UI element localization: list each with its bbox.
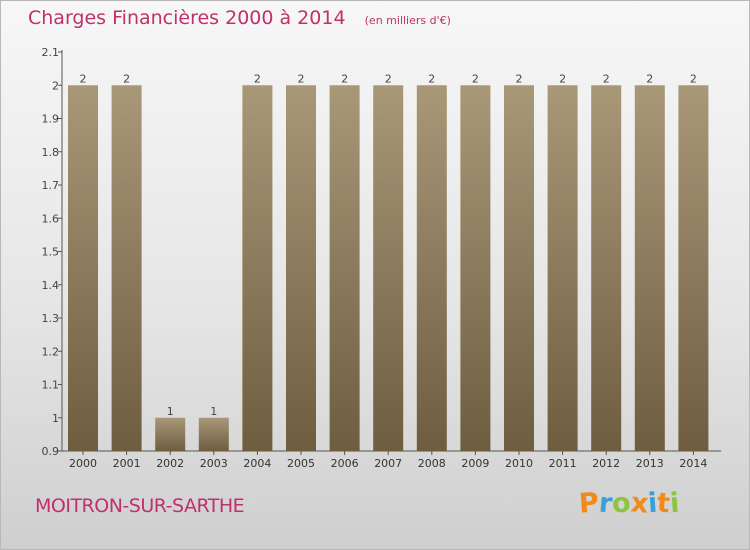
- x-tick-label: 2010: [505, 457, 533, 470]
- bar-2010: [504, 85, 534, 451]
- y-tick-label: 2.1: [42, 46, 60, 59]
- y-tick-label: 1.3: [42, 312, 60, 325]
- y-tick-label: 0.9: [42, 445, 60, 458]
- y-tick-label: 1.9: [42, 113, 60, 126]
- bar-value-label: 2: [690, 72, 697, 85]
- bar-value-label: 2: [298, 72, 305, 85]
- bar-value-label: 2: [385, 72, 392, 85]
- bar-2014: [678, 85, 709, 451]
- bar-value-label: 2: [80, 72, 87, 85]
- x-tick-label: 2007: [374, 457, 402, 470]
- bar-2006: [329, 85, 360, 451]
- bar-2011: [547, 85, 578, 451]
- x-tick-label: 2003: [200, 457, 228, 470]
- bar-2012: [591, 85, 622, 451]
- y-tick-label: 1: [52, 412, 59, 425]
- x-tick-label: 2012: [592, 457, 620, 470]
- y-tick-label: 1.8: [42, 146, 60, 159]
- x-tick-label: 2011: [549, 457, 577, 470]
- chart-title: Charges Financières 2000 à 2014 (en mill…: [28, 7, 451, 29]
- y-tick-label: 1.2: [42, 345, 60, 358]
- y-tick-label: 1.4: [42, 279, 60, 292]
- bar-2001: [111, 85, 142, 451]
- logo-letter: o: [611, 487, 632, 520]
- x-tick-label: 2009: [461, 457, 489, 470]
- title-unit: (en milliers d'€): [364, 14, 451, 27]
- title-main: Charges Financières 2000 à 2014: [28, 7, 346, 29]
- bar-value-label: 2: [254, 72, 261, 85]
- bar-2007: [373, 85, 404, 451]
- bar-value-label: 2: [646, 72, 653, 85]
- x-tick-label: 2008: [418, 457, 446, 470]
- y-tick-label: 1.6: [42, 212, 60, 225]
- x-tick-label: 2013: [636, 457, 664, 470]
- y-tick-label: 1.1: [42, 379, 60, 392]
- y-tick-label: 1.7: [42, 179, 60, 192]
- bar-2002: [155, 417, 186, 451]
- bar-value-label: 2: [341, 72, 348, 85]
- bar-value-label: 2: [516, 72, 523, 85]
- bar-2009: [460, 85, 491, 451]
- x-tick-label: 2004: [243, 457, 271, 470]
- bar-2013: [634, 85, 665, 451]
- x-tick-label: 2001: [113, 457, 141, 470]
- x-tick-label: 2005: [287, 457, 315, 470]
- bar-2008: [416, 85, 447, 451]
- x-tick-label: 2006: [331, 457, 359, 470]
- proxiti-logo: Proxiti: [577, 487, 681, 520]
- bar-2005: [286, 85, 316, 451]
- bar-2004: [242, 85, 273, 451]
- x-tick-label: 2002: [156, 457, 184, 470]
- city-name: MOITRON-SUR-SARTHE: [35, 495, 245, 517]
- bar-value-label: 2: [123, 72, 130, 85]
- bar-value-label: 1: [210, 405, 217, 418]
- bar-value-label: 2: [559, 72, 566, 85]
- bar-value-label: 2: [603, 72, 610, 85]
- bar-2003: [198, 417, 229, 451]
- x-tick-label: 2014: [679, 457, 707, 470]
- y-tick-label: 2: [52, 79, 59, 92]
- logo-letter: i: [669, 487, 681, 520]
- y-tick-label: 1.5: [42, 246, 60, 259]
- bar-value-label: 1: [167, 405, 174, 418]
- bar-value-label: 2: [428, 72, 435, 85]
- bar-2000: [68, 85, 98, 451]
- bar-value-label: 2: [472, 72, 479, 85]
- logo-letter: P: [577, 487, 600, 520]
- x-tick-label: 2000: [69, 457, 97, 470]
